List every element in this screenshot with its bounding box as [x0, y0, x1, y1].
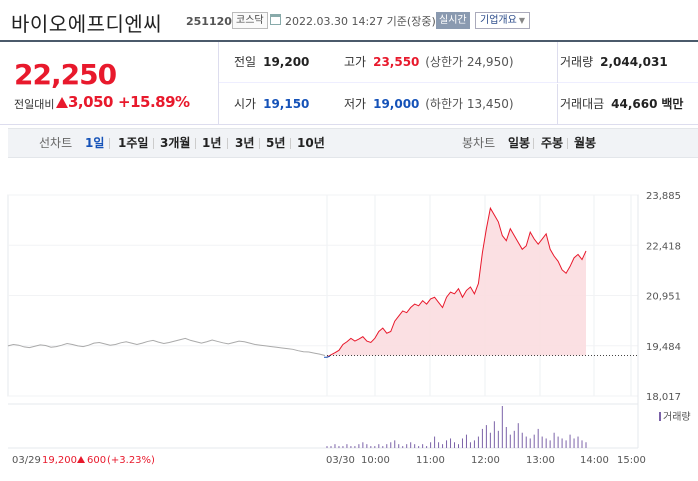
open-value: 19,150 [263, 97, 310, 111]
chart-plot [7, 206, 638, 358]
price-summary: 22,250 전일대비 3,050 +15.89% 전일 19,200 고가 23,… [0, 40, 698, 125]
amount-value: 44,660 [611, 97, 658, 111]
price-chart[interactable]: 23,885 22,418 20,951 19,484 18,017 거래량 03/29… [0, 158, 698, 481]
volume-value: 2,044,031 [600, 55, 668, 69]
tab-weekly[interactable]: 주봉 [541, 136, 564, 150]
open-cell: 시가 19,150 [234, 84, 309, 125]
price-chart-svg: 23,885 22,418 20,951 19,484 18,017 거래량 03/29… [7, 191, 691, 466]
today-open-segment [324, 355, 331, 358]
current-price: 22,250 [14, 58, 117, 91]
tab-10y[interactable]: 10년 [297, 136, 325, 150]
y-axis: 23,885 22,418 20,951 19,484 18,017 [646, 191, 681, 403]
change-percent: +15.89% [118, 93, 190, 111]
candle-chart-label: 봉차트 [462, 136, 496, 150]
prev-day-close-label: 19,200 [42, 455, 77, 466]
today-area [327, 208, 586, 358]
volume-legend-swatch [659, 412, 661, 421]
y-tick-label: 22,418 [646, 241, 681, 252]
x-tick-label: 12:00 [471, 455, 500, 466]
x-axis: 03/29 19,200 600 (+3.23%) 03/30 10:00 11:00 12:… [12, 455, 646, 466]
amount-cell: 거래대금 44,660 백만 [557, 84, 683, 125]
prev-day-change-label: 600 [87, 455, 106, 466]
x-tick-label: 11:00 [416, 455, 445, 466]
prev-day-date-label: 03/29 [12, 455, 41, 466]
high-cell: 고가 23,550 (상한가 24,950) [344, 42, 514, 83]
y-tick-label: 20,951 [646, 292, 681, 303]
low-cell: 저가 19,000 (하한가 13,450) [344, 84, 514, 125]
stock-code: 251120 [186, 15, 232, 28]
quote-datetime: 2022.03.30 14:27 기준(장중) [285, 15, 436, 28]
market-badge: 코스닥 [232, 12, 268, 29]
volume-label: 거래량 [560, 55, 594, 69]
y-tick-label: 23,885 [646, 191, 681, 202]
chart-period-tabs: 선차트 1일 1주일 3개월 1년 3년 5년 10년 봉차트 일봉 주봉 월봉 [8, 128, 698, 158]
tab-1w[interactable]: 1주일 [118, 136, 149, 150]
line-chart-label: 선차트 [39, 136, 73, 150]
y-tick-label: 19,484 [646, 342, 681, 353]
tab-monthly[interactable]: 월봉 [574, 136, 597, 150]
tab-divider [567, 138, 568, 149]
prev-close-cell: 전일 19,200 [234, 42, 309, 83]
tab-daily[interactable]: 일봉 [508, 136, 531, 150]
upper-limit: (상한가 24,950) [425, 55, 514, 69]
prev-close-label: 전일 [234, 55, 257, 69]
current-price-box: 22,250 전일대비 3,050 +15.89% [0, 42, 218, 125]
change-label: 전일대비 [14, 98, 55, 111]
tab-divider [533, 138, 534, 149]
tab-divider [259, 138, 260, 149]
prev-day-change-pct-label: (+3.23%) [107, 455, 155, 466]
amount-label: 거래대금 [560, 97, 605, 111]
tab-1d[interactable]: 1일 [85, 136, 105, 150]
stock-header: 바이오에프디엔씨 251120 코스닥 2022.03.30 14:27 기준(… [0, 0, 698, 40]
high-value: 23,550 [373, 55, 420, 69]
realtime-button[interactable]: 실시간 [436, 12, 470, 29]
tab-5y[interactable]: 5년 [266, 136, 286, 150]
tab-divider [109, 138, 110, 149]
volume-cell: 거래량 2,044,031 [557, 42, 668, 83]
change-value: 3,050 [68, 93, 113, 111]
prev-day-line [7, 337, 326, 356]
tab-3y[interactable]: 3년 [235, 136, 255, 150]
tab-3m[interactable]: 3개월 [160, 136, 191, 150]
tab-divider [227, 138, 228, 149]
open-label: 시가 [234, 97, 257, 111]
today-line [326, 206, 587, 358]
x-tick-label: 13:00 [526, 455, 555, 466]
tab-divider [153, 138, 154, 149]
up-triangle-icon [77, 456, 85, 463]
today-date-label: 03/30 [326, 455, 355, 466]
x-tick-label: 14:00 [580, 455, 609, 466]
low-label: 저가 [344, 97, 367, 111]
company-overview-button[interactable]: 기업개요 ▼ [475, 12, 530, 29]
x-tick-label: 15:00 [617, 455, 646, 466]
tab-1y[interactable]: 1년 [202, 136, 222, 150]
stats-row: 시가 19,150 저가 19,000 (하한가 13,450) 거래대금 44,66… [219, 84, 698, 125]
high-label: 고가 [344, 55, 367, 69]
low-value: 19,000 [373, 97, 420, 111]
prev-close-value: 19,200 [263, 55, 310, 69]
tab-divider [195, 138, 196, 149]
lower-limit: (하한가 13,450) [425, 97, 514, 111]
stats-table: 전일 19,200 고가 23,550 (상한가 24,950) 거래량 2,044,… [218, 42, 698, 125]
x-tick-label: 10:00 [361, 455, 390, 466]
y-tick-label: 18,017 [646, 392, 681, 403]
volume-panel: 거래량 [8, 195, 691, 449]
chevron-down-icon: ▼ [518, 16, 525, 25]
calendar-icon [270, 14, 281, 25]
volume-legend-label: 거래량 [663, 411, 691, 423]
tab-divider [290, 138, 291, 149]
amount-unit: 백만 [661, 97, 684, 111]
stats-row: 전일 19,200 고가 23,550 (상한가 24,950) 거래량 2,044,… [219, 42, 698, 83]
company-overview-label: 기업개요 [480, 15, 517, 26]
stock-name: 바이오에프디엔씨 [11, 12, 163, 36]
up-triangle-icon [56, 97, 68, 108]
